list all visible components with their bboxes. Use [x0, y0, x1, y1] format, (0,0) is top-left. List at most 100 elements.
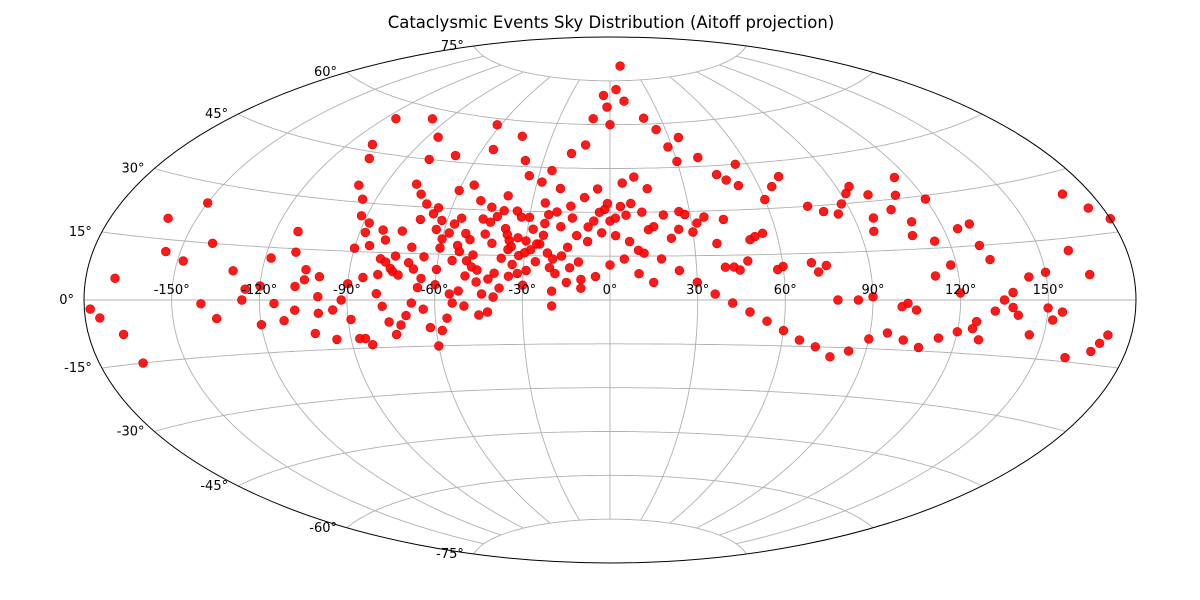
- event-point: [621, 210, 631, 220]
- event-point: [461, 228, 471, 239]
- event-point: [552, 207, 562, 217]
- event-point: [666, 233, 677, 244]
- event-point: [906, 217, 917, 227]
- lat-tick-label: 0°: [59, 293, 74, 308]
- event-point: [720, 262, 731, 272]
- event-point: [433, 203, 444, 213]
- event-point: [566, 148, 577, 159]
- event-point: [619, 254, 629, 264]
- event-point: [985, 254, 995, 265]
- projection-frame: [83, 36, 1137, 564]
- event-point: [313, 292, 323, 302]
- event-point: [596, 228, 607, 238]
- event-point: [447, 255, 457, 266]
- event-point: [542, 248, 553, 258]
- event-point: [598, 90, 609, 101]
- lat-tick-label: 15°: [69, 225, 92, 240]
- event-point: [1008, 302, 1018, 313]
- event-point: [110, 273, 120, 283]
- event-point: [1040, 267, 1051, 277]
- event-point: [1024, 330, 1035, 340]
- event-point: [85, 304, 95, 314]
- event-point: [567, 213, 578, 223]
- event-point: [1057, 189, 1068, 199]
- event-point: [651, 124, 661, 135]
- event-point: [1024, 272, 1034, 282]
- event-point: [537, 177, 547, 187]
- lat-tick-label: -15°: [64, 361, 92, 376]
- event-point: [499, 206, 509, 216]
- event-point: [573, 257, 584, 267]
- event-point: [679, 209, 690, 220]
- event-point: [990, 306, 1000, 316]
- event-point: [519, 248, 530, 258]
- event-point: [203, 198, 213, 208]
- lat-tick-label: -60°: [309, 521, 337, 536]
- lon-tick-label: 120°: [945, 283, 976, 298]
- event-point: [547, 165, 557, 176]
- event-point: [1043, 303, 1053, 313]
- event-point: [605, 119, 615, 130]
- event-point: [1086, 346, 1096, 357]
- event-point: [863, 190, 873, 200]
- event-point: [576, 274, 586, 285]
- event-point: [973, 335, 984, 345]
- lon-tick-label: 0°: [603, 283, 618, 298]
- event-point: [692, 277, 702, 287]
- tick-labels: -150° -120° -90° -60° -30° 0° 30° 60° 90° 120° 150…: [59, 39, 1064, 562]
- event-point: [639, 248, 649, 258]
- event-point: [605, 260, 615, 270]
- event-point: [427, 114, 438, 124]
- event-point: [1103, 330, 1113, 340]
- parallel-line: [154, 387, 1066, 432]
- event-point: [778, 261, 788, 272]
- event-point: [354, 180, 364, 190]
- event-point: [437, 325, 447, 336]
- parallel-line: [101, 343, 1119, 369]
- event-point: [712, 238, 722, 249]
- event-point: [673, 132, 684, 143]
- event-point: [672, 156, 682, 167]
- event-point: [419, 252, 429, 262]
- event-point: [349, 243, 360, 253]
- event-point: [431, 224, 441, 235]
- event-point: [610, 213, 621, 223]
- event-point: [693, 152, 703, 163]
- event-point: [555, 183, 566, 194]
- event-point: [610, 231, 621, 241]
- event-point: [472, 265, 482, 275]
- event-point: [507, 259, 517, 270]
- event-point: [428, 209, 439, 219]
- event-point: [619, 96, 629, 106]
- event-point: [355, 333, 365, 344]
- event-point: [328, 305, 338, 315]
- event-point: [625, 198, 636, 209]
- event-point: [721, 175, 731, 185]
- event-point: [435, 243, 445, 253]
- lat-tick-label: -75°: [436, 547, 464, 562]
- event-point: [825, 352, 835, 362]
- event-point: [408, 264, 419, 274]
- event-point: [930, 271, 941, 281]
- event-point: [422, 199, 432, 209]
- lat-tick-label: -45°: [200, 479, 228, 494]
- event-point: [290, 281, 300, 292]
- event-point: [488, 292, 498, 302]
- event-point: [524, 212, 535, 223]
- event-point: [907, 230, 918, 241]
- event-point: [454, 185, 464, 196]
- event-point: [588, 113, 598, 124]
- event-point: [638, 113, 649, 123]
- event-point: [487, 238, 497, 249]
- lon-tick-label: 90°: [861, 283, 884, 298]
- event-point: [461, 256, 472, 266]
- event-point: [778, 325, 789, 336]
- event-point: [546, 286, 557, 296]
- event-point: [615, 201, 626, 212]
- event-point: [360, 227, 371, 238]
- event-point: [886, 205, 896, 215]
- event-point: [566, 201, 576, 211]
- event-point: [494, 283, 504, 293]
- event-point: [255, 281, 265, 291]
